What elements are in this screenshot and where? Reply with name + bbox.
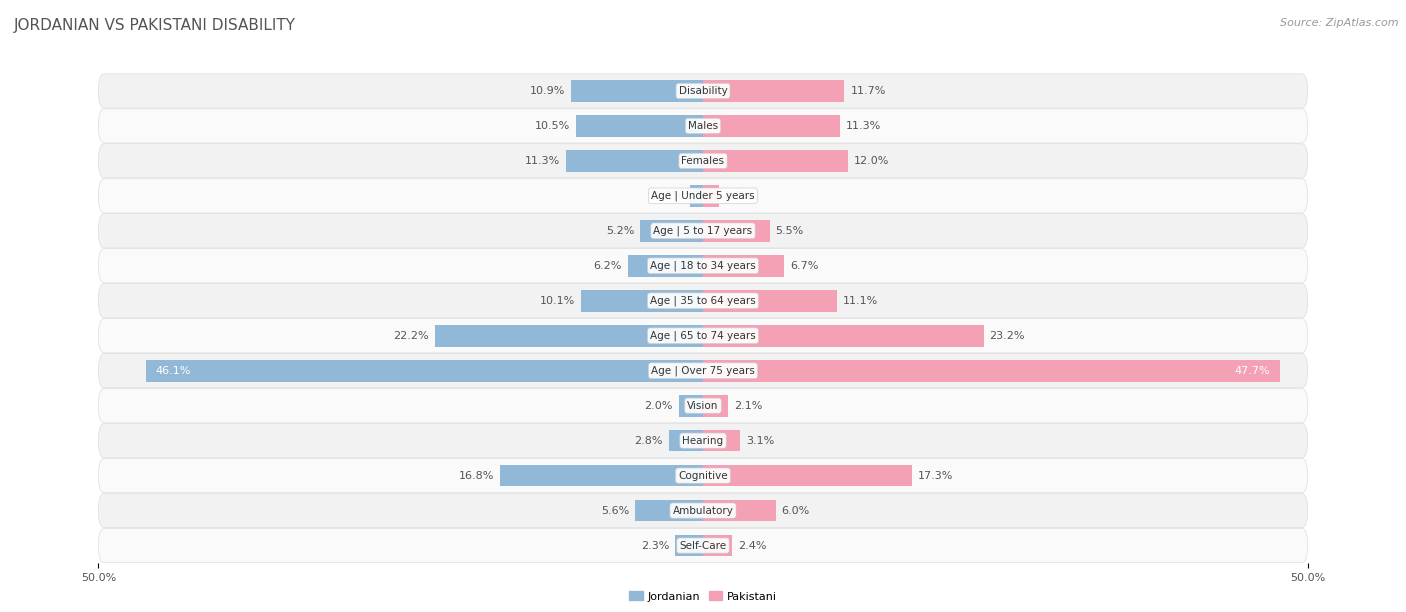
Text: Age | 18 to 34 years: Age | 18 to 34 years [650, 261, 756, 271]
Text: 6.0%: 6.0% [782, 506, 810, 515]
FancyBboxPatch shape [98, 389, 1308, 423]
FancyBboxPatch shape [98, 109, 1308, 143]
Bar [581, 290, 703, 312]
FancyBboxPatch shape [98, 248, 1308, 283]
Text: 3.1%: 3.1% [747, 436, 775, 446]
Text: 5.6%: 5.6% [600, 506, 630, 515]
Text: Age | 35 to 64 years: Age | 35 to 64 years [650, 296, 756, 306]
Text: Age | 5 to 17 years: Age | 5 to 17 years [654, 226, 752, 236]
Text: 11.3%: 11.3% [524, 156, 561, 166]
Bar [703, 150, 848, 172]
Text: 2.1%: 2.1% [734, 401, 763, 411]
Bar [703, 465, 912, 487]
Bar [703, 80, 845, 102]
Bar [679, 395, 703, 417]
Text: JORDANIAN VS PAKISTANI DISABILITY: JORDANIAN VS PAKISTANI DISABILITY [14, 18, 297, 34]
Text: 12.0%: 12.0% [855, 156, 890, 166]
Bar [703, 325, 984, 346]
Text: 5.2%: 5.2% [606, 226, 634, 236]
Text: 1.1%: 1.1% [655, 191, 683, 201]
Text: 17.3%: 17.3% [918, 471, 953, 480]
Text: Age | 65 to 74 years: Age | 65 to 74 years [650, 330, 756, 341]
Bar [703, 255, 785, 277]
Bar [703, 430, 741, 452]
Bar [146, 360, 703, 381]
Bar [640, 220, 703, 242]
Text: 6.7%: 6.7% [790, 261, 818, 271]
Bar [703, 185, 718, 207]
Text: 10.5%: 10.5% [534, 121, 569, 131]
Text: 23.2%: 23.2% [990, 330, 1025, 341]
Text: 16.8%: 16.8% [458, 471, 494, 480]
Bar [636, 500, 703, 521]
Bar [703, 115, 839, 136]
Bar [567, 150, 703, 172]
Bar [703, 290, 837, 312]
Text: 2.4%: 2.4% [738, 540, 766, 551]
Text: Cognitive: Cognitive [678, 471, 728, 480]
Text: Age | Under 5 years: Age | Under 5 years [651, 190, 755, 201]
Bar [501, 465, 703, 487]
Bar [675, 535, 703, 556]
Text: 2.8%: 2.8% [634, 436, 664, 446]
Text: 2.0%: 2.0% [644, 401, 672, 411]
FancyBboxPatch shape [98, 283, 1308, 318]
Bar [703, 500, 776, 521]
Text: Age | Over 75 years: Age | Over 75 years [651, 365, 755, 376]
Text: Vision: Vision [688, 401, 718, 411]
Bar [703, 535, 733, 556]
Text: Disability: Disability [679, 86, 727, 96]
Text: 2.3%: 2.3% [641, 540, 669, 551]
FancyBboxPatch shape [98, 179, 1308, 213]
Bar [434, 325, 703, 346]
Legend: Jordanian, Pakistani: Jordanian, Pakistani [630, 591, 776, 602]
FancyBboxPatch shape [98, 528, 1308, 562]
Text: 46.1%: 46.1% [155, 366, 191, 376]
Bar [669, 430, 703, 452]
Bar [576, 115, 703, 136]
Text: Self-Care: Self-Care [679, 540, 727, 551]
Text: 6.2%: 6.2% [593, 261, 621, 271]
FancyBboxPatch shape [98, 319, 1308, 353]
Text: 11.3%: 11.3% [845, 121, 882, 131]
Text: Females: Females [682, 156, 724, 166]
Text: 5.5%: 5.5% [776, 226, 804, 236]
FancyBboxPatch shape [98, 74, 1308, 108]
Text: 1.3%: 1.3% [724, 191, 754, 201]
Bar [703, 395, 728, 417]
Bar [703, 220, 769, 242]
FancyBboxPatch shape [98, 144, 1308, 178]
Text: 10.9%: 10.9% [530, 86, 565, 96]
Text: Source: ZipAtlas.com: Source: ZipAtlas.com [1281, 18, 1399, 28]
Text: Males: Males [688, 121, 718, 131]
FancyBboxPatch shape [98, 493, 1308, 528]
FancyBboxPatch shape [98, 354, 1308, 388]
Text: Ambulatory: Ambulatory [672, 506, 734, 515]
Text: 22.2%: 22.2% [392, 330, 429, 341]
Text: 10.1%: 10.1% [540, 296, 575, 306]
Bar [703, 360, 1279, 381]
FancyBboxPatch shape [98, 424, 1308, 458]
Text: 11.7%: 11.7% [851, 86, 886, 96]
Text: 11.1%: 11.1% [844, 296, 879, 306]
Text: Hearing: Hearing [682, 436, 724, 446]
FancyBboxPatch shape [98, 458, 1308, 493]
Text: 47.7%: 47.7% [1234, 366, 1270, 376]
Bar [690, 185, 703, 207]
Bar [628, 255, 703, 277]
Bar [571, 80, 703, 102]
FancyBboxPatch shape [98, 214, 1308, 248]
